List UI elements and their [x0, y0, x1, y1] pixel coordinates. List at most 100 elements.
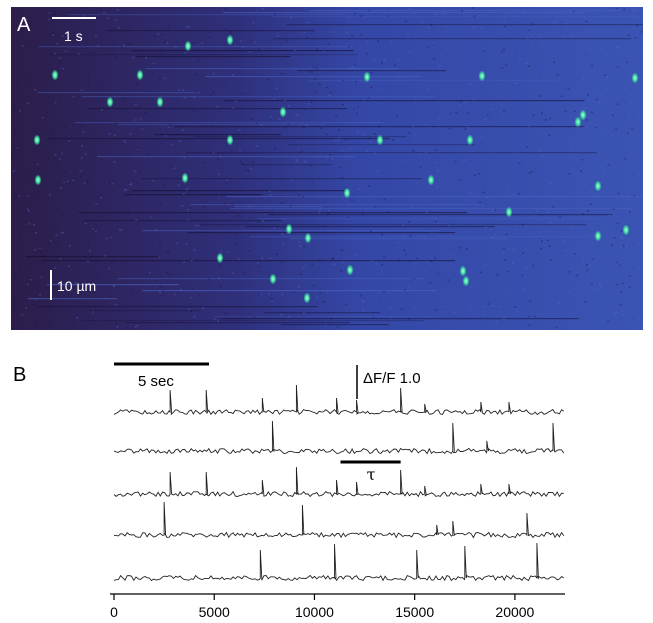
- streak: [141, 178, 422, 180]
- noise-speck: [68, 296, 71, 299]
- noise-speck: [402, 224, 405, 226]
- noise-speck: [79, 125, 82, 128]
- noise-speck: [114, 322, 117, 325]
- noise-speck: [40, 276, 43, 279]
- noise-speck: [626, 61, 629, 64]
- noise-speck: [352, 66, 355, 69]
- noise-speck: [638, 317, 641, 320]
- noise-speck: [515, 82, 518, 85]
- calcium-spark: [462, 275, 470, 287]
- noise-speck: [151, 180, 154, 182]
- noise-speck: [125, 188, 128, 191]
- noise-speck: [100, 196, 103, 199]
- streak: [25, 256, 161, 258]
- noise-speck: [27, 195, 30, 198]
- noise-speck: [224, 8, 227, 10]
- noise-speck: [95, 277, 98, 279]
- noise-speck: [226, 251, 229, 254]
- noise-speck: [167, 126, 170, 128]
- noise-speck: [47, 283, 50, 285]
- noise-speck: [73, 199, 76, 202]
- noise-speck: [120, 20, 123, 23]
- noise-speck: [54, 154, 57, 156]
- noise-speck: [266, 78, 269, 80]
- noise-speck: [604, 101, 607, 103]
- noise-speck: [129, 184, 132, 186]
- noise-speck: [331, 157, 334, 160]
- noise-speck: [301, 196, 304, 198]
- noise-speck: [517, 192, 520, 195]
- noise-speck: [484, 264, 487, 267]
- noise-speck: [115, 121, 118, 124]
- noise-speck: [466, 112, 469, 115]
- noise-speck: [224, 312, 227, 315]
- noise-speck: [120, 229, 123, 232]
- noise-speck: [193, 110, 196, 113]
- noise-speck: [156, 173, 159, 175]
- noise-speck: [91, 311, 94, 313]
- noise-speck: [47, 310, 50, 312]
- noise-speck: [36, 193, 39, 196]
- noise-speck: [366, 40, 369, 42]
- noise-speck: [261, 220, 264, 222]
- noise-speck: [432, 125, 435, 128]
- noise-speck: [342, 79, 345, 82]
- noise-speck: [295, 160, 298, 162]
- noise-speck: [446, 47, 449, 50]
- noise-speck: [341, 177, 344, 179]
- noise-speck: [401, 235, 404, 237]
- noise-speck: [42, 255, 45, 257]
- noise-speck: [127, 191, 130, 194]
- noise-speck: [136, 150, 139, 152]
- noise-speck: [312, 66, 315, 69]
- noise-speck: [629, 274, 632, 277]
- noise-speck: [362, 99, 365, 101]
- noise-speck: [154, 228, 157, 231]
- streak: [214, 316, 435, 318]
- noise-speck: [61, 232, 64, 234]
- noise-speck: [433, 57, 436, 60]
- noise-speck: [154, 35, 157, 37]
- noise-speck: [106, 17, 109, 19]
- noise-speck: [421, 21, 424, 24]
- noise-speck: [532, 55, 535, 57]
- noise-speck: [281, 233, 284, 236]
- noise-speck: [344, 277, 347, 279]
- noise-speck: [147, 153, 150, 156]
- noise-speck: [325, 86, 328, 89]
- noise-speck: [396, 77, 399, 79]
- noise-speck: [297, 194, 300, 197]
- noise-speck: [134, 326, 137, 328]
- streak: [241, 164, 333, 166]
- streak: [145, 68, 400, 70]
- noise-speck: [528, 324, 531, 327]
- noise-speck: [360, 294, 363, 297]
- noise-speck: [617, 46, 620, 49]
- noise-speck: [573, 253, 576, 255]
- noise-speck: [252, 160, 255, 163]
- noise-speck: [332, 31, 335, 33]
- noise-speck: [47, 319, 50, 322]
- noise-speck: [615, 261, 618, 264]
- noise-speck: [504, 25, 507, 28]
- noise-speck: [601, 131, 604, 134]
- noise-speck: [230, 150, 233, 152]
- noise-speck: [554, 127, 557, 129]
- noise-speck: [123, 97, 126, 100]
- noise-speck: [449, 253, 452, 256]
- noise-speck: [108, 267, 111, 270]
- noise-speck: [239, 215, 242, 218]
- noise-speck: [407, 285, 410, 287]
- noise-speck: [238, 129, 241, 131]
- noise-speck: [473, 174, 476, 176]
- noise-speck: [408, 8, 411, 10]
- noise-speck: [376, 262, 379, 265]
- noise-speck: [408, 132, 411, 134]
- noise-speck: [87, 242, 90, 245]
- noise-speck: [281, 73, 284, 75]
- noise-speck: [549, 182, 552, 184]
- noise-speck: [261, 257, 264, 259]
- streak: [309, 10, 621, 12]
- noise-speck: [622, 245, 625, 247]
- noise-speck: [435, 149, 438, 151]
